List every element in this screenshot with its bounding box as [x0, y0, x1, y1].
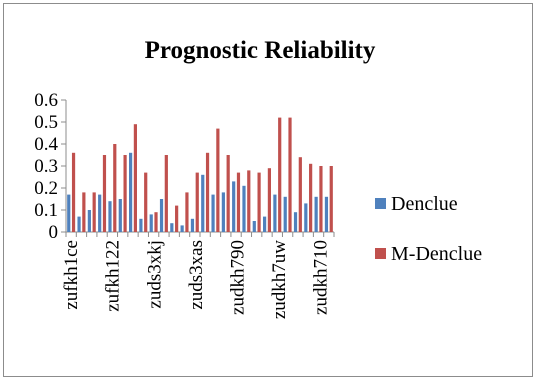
y-tick-label: 0	[49, 222, 59, 243]
chart-title: Prognostic Reliability	[145, 37, 376, 64]
bar-m-denclue	[267, 168, 271, 232]
bar-m-denclue	[92, 192, 96, 232]
y-tick-label: 0.5	[34, 112, 58, 133]
x-tick-label: zuds3xkj	[144, 240, 165, 309]
bar-m-denclue	[185, 192, 189, 232]
bar-denclue	[263, 216, 267, 232]
bar-denclue	[170, 223, 174, 232]
y-tick-label: 0.3	[34, 156, 58, 177]
bars	[67, 117, 333, 232]
bar-denclue	[77, 216, 81, 232]
bar-m-denclue	[133, 124, 137, 232]
bar-denclue	[108, 201, 112, 232]
bar-denclue	[221, 192, 225, 232]
bar-m-denclue	[309, 163, 313, 232]
bar-denclue	[273, 194, 277, 232]
bar-m-denclue	[298, 157, 302, 232]
legend-label-denclue: Denclue	[391, 193, 458, 215]
bar-m-denclue	[257, 172, 261, 232]
legend-swatch-m-denclue	[375, 248, 386, 259]
bar-denclue	[201, 174, 205, 232]
bar-denclue	[232, 181, 236, 232]
bar-m-denclue	[236, 172, 241, 232]
bar-denclue	[159, 199, 164, 232]
x-tick-label: zudkh710	[311, 240, 332, 315]
x-tick-label: zufkh122	[103, 240, 124, 312]
bar-m-denclue	[205, 152, 210, 232]
legend-label-m-denclue: M-Denclue	[391, 243, 482, 265]
legend-swatch-denclue	[375, 198, 386, 209]
bar-m-denclue	[164, 155, 168, 232]
bar-m-denclue	[175, 205, 179, 232]
bar-m-denclue	[102, 155, 107, 232]
bar-denclue	[118, 199, 122, 232]
y-tick-labels: 00.10.20.30.40.50.6	[34, 90, 58, 243]
bar-m-denclue	[319, 166, 323, 232]
x-tick-label: zudkh7uw	[269, 240, 290, 319]
x-tick-label: zudkh790	[227, 240, 248, 315]
bar-denclue	[149, 214, 153, 232]
bar-m-denclue	[329, 166, 333, 232]
x-tick-labels: zufkh1ce zufkh122 zuds3xkj zuds3xas zudkh790…	[61, 240, 331, 319]
bar-m-denclue	[216, 128, 220, 232]
bar-m-denclue	[195, 172, 199, 232]
bar-denclue	[283, 196, 287, 232]
bar-m-denclue	[278, 117, 282, 232]
y-tick-label: 0.1	[34, 200, 58, 221]
bar-denclue	[293, 212, 298, 232]
bar-denclue	[252, 221, 256, 232]
bar-denclue	[324, 196, 329, 232]
bar-denclue	[98, 194, 102, 232]
y-tick-label: 0.2	[34, 178, 58, 199]
bar-denclue	[304, 203, 308, 232]
y-tick-label: 0.6	[34, 90, 58, 111]
bar-denclue	[242, 185, 246, 232]
y-tick-label: 0.4	[34, 134, 58, 155]
bar-denclue	[139, 218, 143, 232]
bar-m-denclue	[82, 192, 86, 232]
bar-denclue	[211, 194, 215, 232]
bar-m-denclue	[71, 152, 76, 232]
legend: Denclue M-Denclue	[375, 193, 482, 265]
bar-m-denclue	[247, 170, 251, 232]
bar-m-denclue	[154, 212, 158, 232]
bar-denclue	[67, 194, 71, 232]
bar-m-denclue	[226, 155, 230, 232]
bar-m-denclue	[113, 144, 117, 232]
bar-denclue	[87, 210, 91, 232]
bar-m-denclue	[144, 172, 148, 232]
bar-denclue	[190, 218, 195, 232]
bar-denclue	[129, 152, 133, 232]
x-tick-label: zufkh1ce	[61, 240, 82, 310]
bar-denclue	[180, 225, 184, 232]
bar-m-denclue	[123, 155, 127, 232]
x-tick-label: zuds3xas	[186, 240, 207, 310]
bar-denclue	[314, 196, 318, 232]
bar-m-denclue	[288, 117, 292, 232]
